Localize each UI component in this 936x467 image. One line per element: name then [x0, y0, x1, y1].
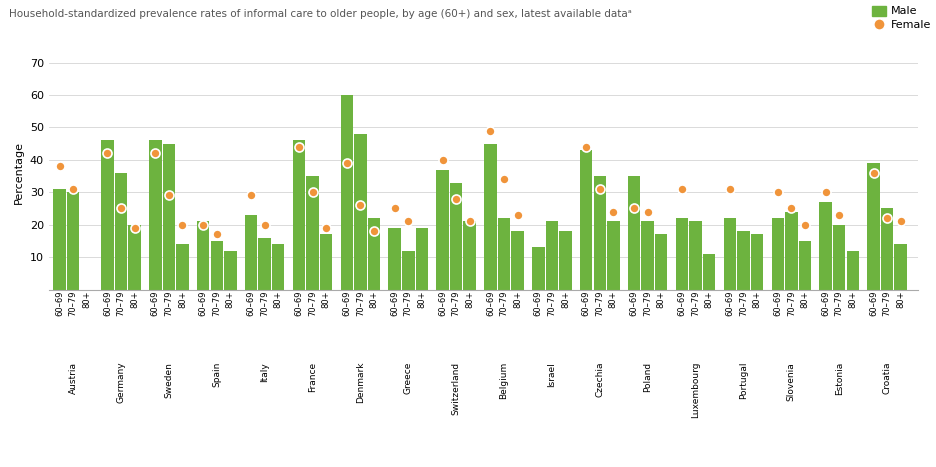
Bar — [579, 150, 592, 290]
Text: Estonia: Estonia — [834, 362, 842, 395]
Bar — [627, 176, 639, 290]
Bar — [367, 218, 380, 290]
Bar — [292, 141, 305, 290]
Legend: Male, Female: Male, Female — [871, 6, 930, 30]
Bar — [224, 251, 236, 290]
Bar — [354, 134, 366, 290]
Text: Poland: Poland — [642, 362, 651, 392]
Bar — [416, 228, 428, 290]
Bar — [497, 218, 510, 290]
Bar — [654, 234, 666, 290]
Text: Sweden: Sweden — [164, 362, 173, 397]
Bar — [388, 228, 401, 290]
Text: Household-standardized prevalence rates of informal care to older people, by age: Household-standardized prevalence rates … — [9, 9, 632, 19]
Bar — [306, 176, 318, 290]
Bar — [770, 218, 783, 290]
Bar — [244, 215, 257, 290]
Bar — [592, 176, 606, 290]
Text: Israel: Israel — [547, 362, 556, 387]
Text: Greece: Greece — [403, 362, 413, 394]
Bar — [607, 221, 619, 290]
Bar — [449, 183, 461, 290]
Bar — [559, 231, 571, 290]
Bar — [545, 221, 558, 290]
Bar — [797, 241, 811, 290]
Bar — [463, 221, 475, 290]
Bar — [832, 225, 844, 290]
Text: Switzerland: Switzerland — [451, 362, 461, 415]
Bar — [341, 95, 353, 290]
Bar — [163, 144, 175, 290]
Bar — [258, 238, 271, 290]
Text: Croatia: Croatia — [882, 362, 891, 394]
Bar — [880, 208, 892, 290]
Text: Italy: Italy — [260, 362, 269, 382]
Text: Slovenia: Slovenia — [786, 362, 795, 401]
Bar — [484, 144, 496, 290]
Bar — [101, 141, 113, 290]
Bar — [532, 248, 544, 290]
Bar — [436, 170, 448, 290]
Text: Austria: Austria — [68, 362, 78, 394]
Text: Denmark: Denmark — [356, 362, 364, 403]
Bar — [128, 225, 140, 290]
Text: France: France — [308, 362, 316, 392]
Bar — [211, 241, 223, 290]
Bar — [723, 218, 736, 290]
Bar — [750, 234, 763, 290]
Bar — [271, 244, 285, 290]
Bar — [689, 221, 701, 290]
Bar — [53, 189, 66, 290]
Text: Czechia: Czechia — [594, 362, 604, 397]
Text: Germany: Germany — [116, 362, 125, 403]
Bar — [867, 163, 879, 290]
Bar — [894, 244, 906, 290]
Bar — [402, 251, 414, 290]
Text: Spain: Spain — [212, 362, 221, 387]
Bar — [114, 173, 127, 290]
Text: Belgium: Belgium — [499, 362, 508, 399]
Bar — [702, 254, 714, 290]
Text: Luxembourg: Luxembourg — [691, 362, 699, 418]
Bar — [176, 244, 188, 290]
Bar — [66, 192, 80, 290]
Y-axis label: Percentage: Percentage — [14, 142, 24, 204]
Bar — [784, 212, 797, 290]
Bar — [511, 231, 523, 290]
Bar — [197, 221, 210, 290]
Bar — [819, 202, 831, 290]
Text: Portugal: Portugal — [739, 362, 747, 399]
Bar — [319, 234, 332, 290]
Bar — [675, 218, 688, 290]
Bar — [149, 141, 161, 290]
Bar — [737, 231, 749, 290]
Bar — [845, 251, 858, 290]
Bar — [641, 221, 653, 290]
